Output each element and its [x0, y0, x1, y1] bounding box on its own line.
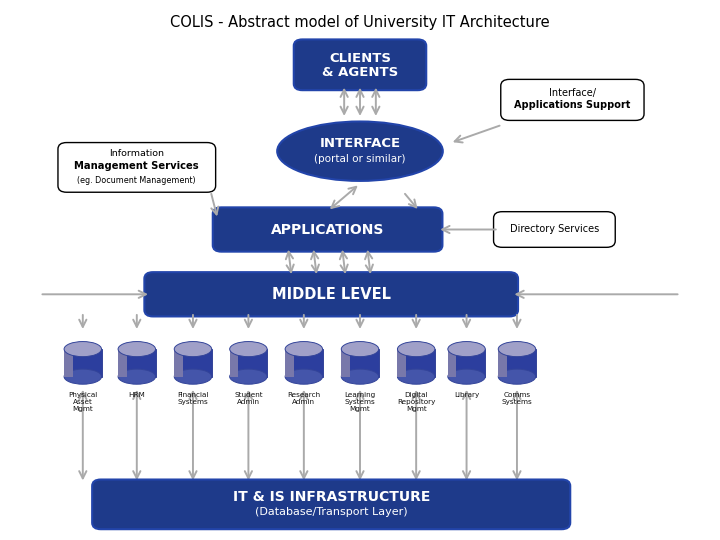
Polygon shape [498, 349, 507, 377]
Ellipse shape [174, 369, 212, 384]
Text: Directory Services: Directory Services [510, 225, 599, 234]
Ellipse shape [397, 369, 435, 384]
Text: HRM: HRM [128, 392, 145, 398]
Text: Financial
Systems: Financial Systems [177, 392, 209, 405]
Polygon shape [285, 349, 323, 377]
Text: IT & IS INFRASTRUCTURE: IT & IS INFRASTRUCTURE [233, 490, 430, 504]
Ellipse shape [341, 369, 379, 384]
FancyBboxPatch shape [92, 480, 570, 529]
FancyBboxPatch shape [58, 143, 216, 192]
Text: Physical
Asset
Mgmt: Physical Asset Mgmt [68, 392, 97, 412]
Polygon shape [341, 349, 379, 377]
Polygon shape [341, 349, 350, 377]
Ellipse shape [277, 122, 443, 181]
Text: Interface/: Interface/ [549, 89, 596, 98]
FancyBboxPatch shape [213, 207, 442, 252]
FancyBboxPatch shape [501, 79, 644, 120]
Text: Digital
Repository
Mgmt: Digital Repository Mgmt [397, 392, 436, 412]
Ellipse shape [230, 341, 267, 356]
Polygon shape [174, 349, 183, 377]
Ellipse shape [285, 369, 323, 384]
Polygon shape [498, 349, 536, 377]
Polygon shape [230, 349, 267, 377]
Polygon shape [285, 349, 294, 377]
Polygon shape [230, 349, 238, 377]
Text: COLIS - Abstract model of University IT Architecture: COLIS - Abstract model of University IT … [170, 15, 550, 30]
Polygon shape [118, 349, 156, 377]
Text: Research
Admin: Research Admin [287, 392, 320, 405]
Ellipse shape [448, 369, 485, 384]
Text: Library: Library [454, 392, 480, 398]
Text: Comms
Systems: Comms Systems [502, 392, 532, 405]
Text: INTERFACE: INTERFACE [320, 137, 400, 150]
Polygon shape [397, 349, 406, 377]
Ellipse shape [341, 341, 379, 356]
Ellipse shape [64, 341, 102, 356]
Ellipse shape [448, 341, 485, 356]
Text: MIDDLE LEVEL: MIDDLE LEVEL [271, 287, 391, 302]
Text: (eg. Document Management): (eg. Document Management) [78, 176, 196, 185]
Text: (portal or similar): (portal or similar) [314, 154, 406, 164]
Text: Applications Support: Applications Support [514, 100, 631, 110]
Text: (Database/Transport Layer): (Database/Transport Layer) [255, 507, 408, 517]
FancyBboxPatch shape [494, 212, 615, 247]
Polygon shape [64, 349, 73, 377]
Polygon shape [174, 349, 212, 377]
Ellipse shape [118, 369, 156, 384]
Text: Learning
Systems
Mgmt: Learning Systems Mgmt [344, 392, 376, 412]
Polygon shape [448, 349, 456, 377]
Text: APPLICATIONS: APPLICATIONS [271, 222, 384, 237]
Ellipse shape [174, 341, 212, 356]
Text: Management Services: Management Services [74, 161, 199, 171]
Ellipse shape [64, 369, 102, 384]
Text: & AGENTS: & AGENTS [322, 66, 398, 79]
FancyBboxPatch shape [294, 39, 426, 90]
Text: Student
Admin: Student Admin [234, 392, 263, 405]
Ellipse shape [498, 369, 536, 384]
Text: Information: Information [109, 149, 164, 158]
FancyBboxPatch shape [145, 272, 518, 316]
Polygon shape [397, 349, 435, 377]
Ellipse shape [285, 341, 323, 356]
Polygon shape [448, 349, 485, 377]
Ellipse shape [498, 341, 536, 356]
Ellipse shape [397, 341, 435, 356]
Ellipse shape [230, 369, 267, 384]
Polygon shape [118, 349, 127, 377]
Ellipse shape [118, 341, 156, 356]
Polygon shape [64, 349, 102, 377]
Text: CLIENTS: CLIENTS [329, 52, 391, 65]
